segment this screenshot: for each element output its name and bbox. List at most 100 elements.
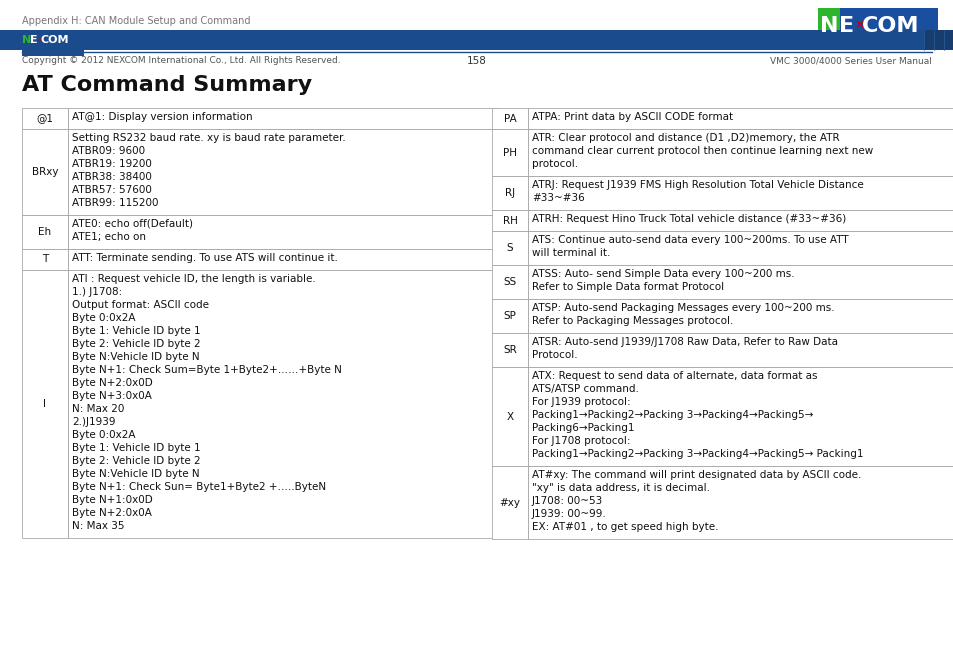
- Text: Packing1→Packing2→Packing 3→Packing4→Packing5→ Packing1: Packing1→Packing2→Packing 3→Packing4→Pac…: [532, 449, 862, 459]
- Bar: [492, 367, 527, 466]
- Text: 1.) J1708:: 1.) J1708:: [71, 287, 122, 297]
- Text: Byte 1: Vehicle ID byte 1: Byte 1: Vehicle ID byte 1: [71, 326, 200, 336]
- Text: ATBR57: 57600: ATBR57: 57600: [71, 185, 152, 195]
- Text: ATBR99: 115200: ATBR99: 115200: [71, 198, 158, 208]
- Text: J1708: 00~53: J1708: 00~53: [532, 496, 602, 506]
- Text: N: Max 20: N: Max 20: [71, 404, 124, 414]
- Text: ATSP: Auto-send Packaging Messages every 100~200 ms.: ATSP: Auto-send Packaging Messages every…: [532, 303, 834, 313]
- Bar: [492, 108, 527, 129]
- Bar: [527, 210, 953, 231]
- Text: Byte N+3:0x0A: Byte N+3:0x0A: [71, 391, 152, 401]
- Text: ATRJ: Request J1939 FMS High Resolution Total Vehicle Distance: ATRJ: Request J1939 FMS High Resolution …: [532, 180, 862, 190]
- Text: ATBR09: 9600: ATBR09: 9600: [71, 146, 145, 156]
- Text: ATE0: echo off(Default): ATE0: echo off(Default): [71, 219, 193, 229]
- Text: Byte 2: Vehicle ID byte 2: Byte 2: Vehicle ID byte 2: [71, 339, 200, 349]
- Text: ATSR: Auto-send J1939/J1708 Raw Data, Refer to Raw Data: ATSR: Auto-send J1939/J1708 Raw Data, Re…: [532, 337, 837, 347]
- Text: #33~#36: #33~#36: [532, 193, 584, 203]
- Bar: [0, 30, 953, 50]
- Text: Byte N+1:0x0D: Byte N+1:0x0D: [71, 495, 152, 505]
- Bar: [492, 231, 527, 265]
- Text: Byte N:Vehicle ID byte N: Byte N:Vehicle ID byte N: [71, 352, 199, 362]
- Text: I: I: [44, 399, 47, 409]
- Bar: [527, 108, 953, 129]
- Text: PH: PH: [502, 147, 517, 157]
- Bar: [527, 176, 953, 210]
- Bar: [835, 8, 937, 44]
- Bar: [527, 466, 953, 539]
- Text: RH: RH: [502, 216, 517, 226]
- Text: protocol.: protocol.: [532, 159, 578, 169]
- Text: will terminal it.: will terminal it.: [532, 248, 610, 258]
- Bar: [68, 215, 497, 249]
- Text: Byte N+2:0x0D: Byte N+2:0x0D: [71, 378, 152, 388]
- Text: COM: COM: [41, 35, 70, 45]
- Text: Byte 2: Vehicle ID byte 2: Byte 2: Vehicle ID byte 2: [71, 456, 200, 466]
- Text: ATRH: Request Hino Truck Total vehicle distance (#33~#36): ATRH: Request Hino Truck Total vehicle d…: [532, 214, 845, 224]
- Text: RJ: RJ: [504, 188, 515, 198]
- Text: Byte N+1: Check Sun= Byte1+Byte2 +…..ByteN: Byte N+1: Check Sun= Byte1+Byte2 +…..Byt…: [71, 482, 326, 492]
- Bar: [68, 270, 497, 538]
- Bar: [527, 299, 953, 333]
- Text: SP: SP: [503, 311, 516, 321]
- Text: Appendix H: CAN Module Setup and Command: Appendix H: CAN Module Setup and Command: [22, 16, 251, 26]
- Bar: [492, 210, 527, 231]
- Text: VMC 3000/4000 Series User Manual: VMC 3000/4000 Series User Manual: [769, 56, 931, 65]
- Bar: [22, 108, 68, 129]
- Text: ATPA: Print data by ASCII CODE format: ATPA: Print data by ASCII CODE format: [532, 112, 732, 122]
- Bar: [923, 30, 953, 50]
- Bar: [68, 249, 497, 270]
- Text: T: T: [42, 255, 48, 265]
- Text: Byte N:Vehicle ID byte N: Byte N:Vehicle ID byte N: [71, 469, 199, 479]
- Text: COM: COM: [862, 16, 919, 36]
- Text: For J1708 protocol:: For J1708 protocol:: [532, 436, 630, 446]
- Text: ATSS: Auto- send Simple Data every 100~200 ms.: ATSS: Auto- send Simple Data every 100~2…: [532, 269, 794, 279]
- Text: SS: SS: [503, 277, 517, 287]
- Text: ATR: Clear protocol and distance (D1 ,D2)memory, the ATR: ATR: Clear protocol and distance (D1 ,D2…: [532, 133, 839, 143]
- Text: ATI : Request vehicle ID, the length is variable.: ATI : Request vehicle ID, the length is …: [71, 274, 315, 284]
- Text: X: X: [506, 411, 513, 421]
- Text: "xy" is data address, it is decimal.: "xy" is data address, it is decimal.: [532, 483, 709, 493]
- Bar: [527, 265, 953, 299]
- Text: ATS/ATSP command.: ATS/ATSP command.: [532, 384, 639, 394]
- Text: ×: ×: [37, 37, 43, 43]
- Text: 2.)J1939: 2.)J1939: [71, 417, 115, 427]
- Text: ATS: Continue auto-send data every 100~200ms. To use ATT: ATS: Continue auto-send data every 100~2…: [532, 235, 848, 245]
- Bar: [492, 466, 527, 539]
- Text: BRxy: BRxy: [31, 167, 58, 177]
- Bar: [492, 176, 527, 210]
- Text: Byte N+2:0x0A: Byte N+2:0x0A: [71, 508, 152, 518]
- Bar: [22, 270, 68, 538]
- Text: S: S: [506, 243, 513, 253]
- Text: Protocol.: Protocol.: [532, 350, 577, 360]
- Bar: [22, 249, 68, 270]
- Text: command clear current protocol then continue learning next new: command clear current protocol then cont…: [532, 146, 872, 156]
- Text: #xy: #xy: [499, 497, 520, 507]
- Bar: [492, 129, 527, 176]
- Text: Byte 1: Vehicle ID byte 1: Byte 1: Vehicle ID byte 1: [71, 443, 200, 453]
- Text: E: E: [30, 35, 37, 45]
- Bar: [527, 367, 953, 466]
- Text: N: N: [22, 35, 31, 45]
- Text: AT Command Summary: AT Command Summary: [22, 75, 312, 95]
- Text: SR: SR: [502, 345, 517, 355]
- Text: AT@1: Display version information: AT@1: Display version information: [71, 112, 253, 122]
- Bar: [22, 48, 84, 56]
- Text: Output format: ASCII code: Output format: ASCII code: [71, 300, 209, 310]
- Text: Refer to Packaging Messages protocol.: Refer to Packaging Messages protocol.: [532, 316, 733, 326]
- Bar: [527, 333, 953, 367]
- Text: Packing6→Packing1: Packing6→Packing1: [532, 423, 634, 433]
- Bar: [492, 265, 527, 299]
- Bar: [68, 108, 497, 129]
- Bar: [817, 8, 840, 44]
- Text: N: Max 35: N: Max 35: [71, 521, 125, 531]
- Text: ATBR19: 19200: ATBR19: 19200: [71, 159, 152, 169]
- Bar: [22, 129, 68, 215]
- Text: Refer to Simple Data format Protocol: Refer to Simple Data format Protocol: [532, 282, 723, 292]
- Bar: [527, 129, 953, 176]
- Text: For J1939 protocol:: For J1939 protocol:: [532, 397, 630, 407]
- Text: Byte 0:0x2A: Byte 0:0x2A: [71, 430, 135, 440]
- Text: Byte 0:0x2A: Byte 0:0x2A: [71, 313, 135, 323]
- Bar: [492, 333, 527, 367]
- Text: N: N: [820, 16, 838, 36]
- Text: ATX: Request to send data of alternate, data format as: ATX: Request to send data of alternate, …: [532, 371, 817, 381]
